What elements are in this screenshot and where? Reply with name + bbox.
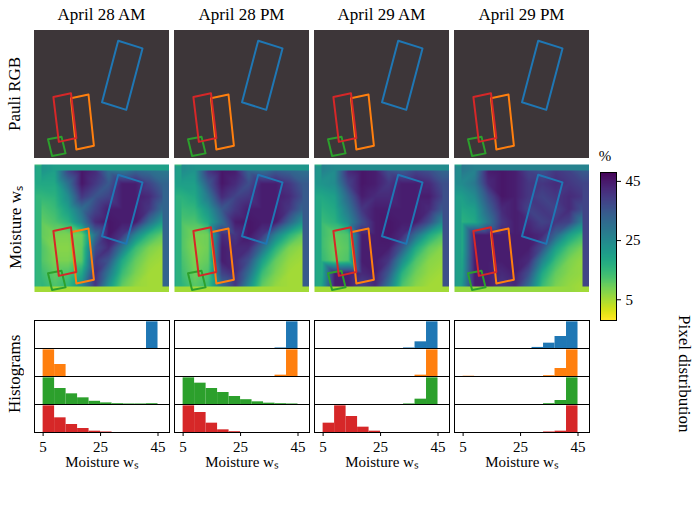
svg-text:45: 45: [571, 439, 586, 455]
svg-text:5: 5: [626, 292, 634, 308]
svg-text:5: 5: [179, 439, 187, 455]
svg-text:45: 45: [431, 439, 446, 455]
html-text:Moisture wₛ: Moisture wₛ: [5, 186, 25, 270]
svg-text:5: 5: [319, 439, 327, 455]
html-text:April 29 PM: April 29 PM: [478, 5, 565, 24]
svg-text:45: 45: [151, 439, 166, 455]
html-text:Pixel distribution: Pixel distribution: [675, 315, 694, 433]
svg-text:Moisture wₛ: Moisture wₛ: [205, 454, 279, 470]
svg-text:45: 45: [291, 439, 306, 455]
svg-text:25: 25: [626, 232, 641, 248]
svg-text:Moisture wₛ: Moisture wₛ: [345, 454, 419, 470]
svg-text:25: 25: [373, 439, 389, 456]
svg-text:5: 5: [39, 439, 47, 455]
svg-text:25: 25: [233, 439, 249, 456]
svg-text:Moisture wₛ: Moisture wₛ: [485, 454, 559, 470]
svg-text:Moisture wₛ: Moisture wₛ: [65, 454, 139, 470]
html-text:April 28 PM: April 28 PM: [198, 5, 285, 24]
html-text:April 28 AM: April 28 AM: [57, 5, 146, 24]
html-text:Pauli RGB: Pauli RGB: [5, 56, 24, 132]
svg-text:45: 45: [626, 173, 641, 189]
svg-text:25: 25: [93, 439, 109, 456]
svg-text:25: 25: [513, 439, 529, 456]
svg-text:5: 5: [459, 439, 467, 455]
html-text:Histograms: Histograms: [5, 334, 24, 414]
html-text:April 29 AM: April 29 AM: [337, 5, 426, 24]
